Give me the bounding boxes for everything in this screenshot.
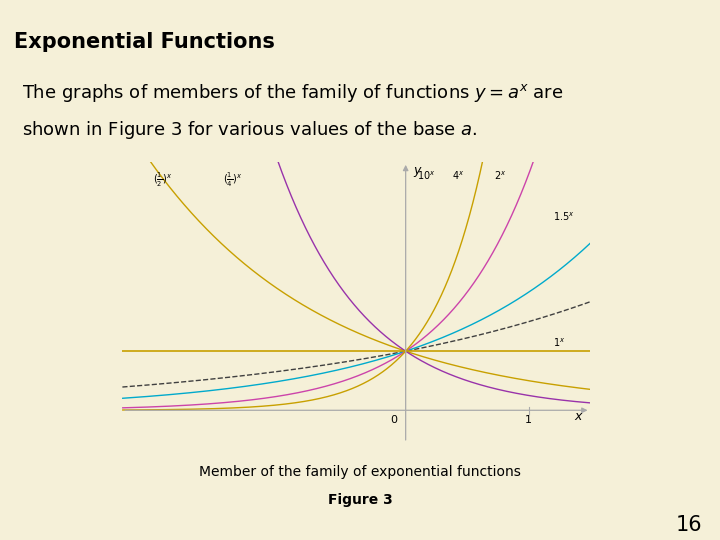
Text: $(\frac{1}{4})^x$: $(\frac{1}{4})^x$ <box>223 171 243 188</box>
Text: The graphs of members of the family of functions $y = a^x$ are: The graphs of members of the family of f… <box>22 82 563 104</box>
Text: $4^x$: $4^x$ <box>452 170 465 182</box>
Text: $(\frac{1}{2})^x$: $(\frac{1}{2})^x$ <box>153 171 173 188</box>
Text: $1^x$: $1^x$ <box>554 336 566 349</box>
Text: Exponential Functions: Exponential Functions <box>14 32 275 52</box>
Text: $y$: $y$ <box>413 165 423 179</box>
Text: 0: 0 <box>390 415 397 426</box>
Text: 1: 1 <box>526 415 532 426</box>
Text: $2^x$: $2^x$ <box>495 170 507 182</box>
Text: $1.5^x$: $1.5^x$ <box>554 211 575 223</box>
Text: $10^x$: $10^x$ <box>417 170 436 182</box>
Text: Figure 3: Figure 3 <box>328 493 392 507</box>
Text: $x$: $x$ <box>575 410 584 423</box>
Text: 16: 16 <box>676 515 703 535</box>
Text: Member of the family of exponential functions: Member of the family of exponential func… <box>199 464 521 478</box>
Text: shown in Figure 3 for various values of the base $a$.: shown in Figure 3 for various values of … <box>22 119 477 141</box>
